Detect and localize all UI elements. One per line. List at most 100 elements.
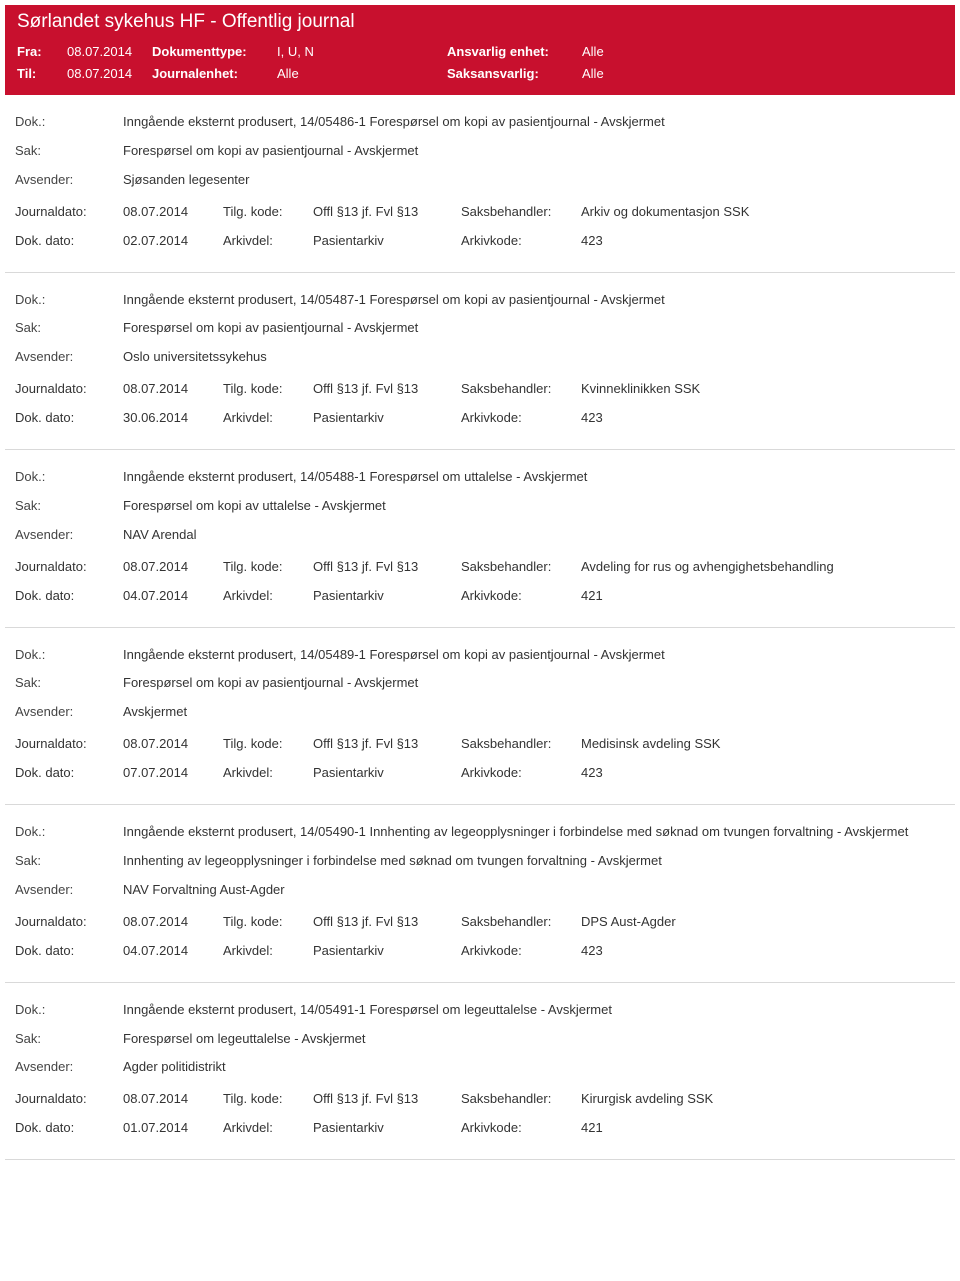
arkivdel-label: Arkivdel: — [223, 943, 313, 958]
saksbehandler-label: Saksbehandler: — [461, 914, 581, 929]
saksbehandler-label: Saksbehandler: — [461, 559, 581, 574]
tilgkode-value: Offl §13 jf. Fvl §13 — [313, 1091, 461, 1106]
journal-entry: Dok.:Inngående eksternt produsert, 14/05… — [5, 805, 955, 983]
saksbehandler-label: Saksbehandler: — [461, 736, 581, 751]
avsender-value: Agder politidistrikt — [123, 1058, 945, 1077]
arkivdel-label: Arkivdel: — [223, 410, 313, 425]
dok-value: Inngående eksternt produsert, 14/05489-1… — [123, 646, 945, 665]
sak-label: Sak: — [15, 497, 123, 516]
dok-value: Inngående eksternt produsert, 14/05487-1… — [123, 291, 945, 310]
meta-row-1: Journaldato:08.07.2014Tilg. kode:Offl §1… — [15, 914, 945, 929]
saksbehandler-label: Saksbehandler: — [461, 381, 581, 396]
avsender-label: Avsender: — [15, 348, 123, 367]
dok-value: Inngående eksternt produsert, 14/05488-1… — [123, 468, 945, 487]
arkivdel-value: Pasientarkiv — [313, 943, 461, 958]
arkivdel-value: Pasientarkiv — [313, 765, 461, 780]
arkivdel-value: Pasientarkiv — [313, 410, 461, 425]
arkivkode-label: Arkivkode: — [461, 943, 581, 958]
arkivkode-label: Arkivkode: — [461, 765, 581, 780]
journaldato-value: 08.07.2014 — [123, 204, 223, 219]
meta-row-2: Dok. dato:07.07.2014Arkivdel:Pasientarki… — [15, 765, 945, 780]
avsender-label: Avsender: — [15, 526, 123, 545]
saksbehandler-label: Saksbehandler: — [461, 204, 581, 219]
dok-label: Dok.: — [15, 1001, 123, 1020]
dokdato-value: 01.07.2014 — [123, 1120, 223, 1135]
saksbehandler-value: Medisinsk avdeling SSK — [581, 736, 945, 751]
dok-label: Dok.: — [15, 468, 123, 487]
tilgkode-label: Tilg. kode: — [223, 736, 313, 751]
journaldato-label: Journaldato: — [15, 914, 123, 929]
sak-label: Sak: — [15, 1030, 123, 1049]
journaldato-label: Journaldato: — [15, 1091, 123, 1106]
page-title: Sørlandet sykehus HF - Offentlig journal — [17, 11, 943, 33]
arkivdel-value: Pasientarkiv — [313, 588, 461, 603]
avsender-value: NAV Forvaltning Aust-Agder — [123, 881, 945, 900]
journaldato-value: 08.07.2014 — [123, 736, 223, 751]
meta-row-2: Dok. dato:04.07.2014Arkivdel:Pasientarki… — [15, 588, 945, 603]
meta-row-2: Dok. dato:04.07.2014Arkivdel:Pasientarki… — [15, 943, 945, 958]
saksbehandler-value: Kirurgisk avdeling SSK — [581, 1091, 945, 1106]
journal-entry: Dok.:Inngående eksternt produsert, 14/05… — [5, 983, 955, 1161]
arkivdel-value: Pasientarkiv — [313, 233, 461, 248]
journaldato-value: 08.07.2014 — [123, 1091, 223, 1106]
sak-value: Forespørsel om kopi av pasientjournal - … — [123, 674, 945, 693]
journal-entry: Dok.:Inngående eksternt produsert, 14/05… — [5, 273, 955, 451]
doktype-label: Dokumenttype: — [152, 41, 277, 63]
arkivkode-value: 421 — [581, 1120, 945, 1135]
saksbehandler-label: Saksbehandler: — [461, 1091, 581, 1106]
meta-row-1: Journaldato:08.07.2014Tilg. kode:Offl §1… — [15, 204, 945, 219]
journalenhet-label: Journalenhet: — [152, 63, 277, 85]
journaldato-value: 08.07.2014 — [123, 559, 223, 574]
dok-value: Inngående eksternt produsert, 14/05486-1… — [123, 113, 945, 132]
sak-value: Forespørsel om kopi av uttalelse - Avskj… — [123, 497, 945, 516]
arkivdel-label: Arkivdel: — [223, 1120, 313, 1135]
til-value: 08.07.2014 — [67, 63, 152, 85]
dok-label: Dok.: — [15, 291, 123, 310]
saksbehandler-value: Avdeling for rus og avhengighetsbehandli… — [581, 559, 945, 574]
ansvarlig-enhet-label: Ansvarlig enhet: — [447, 41, 582, 63]
avsender-value: Avskjermet — [123, 703, 945, 722]
journaldato-value: 08.07.2014 — [123, 381, 223, 396]
dokdato-label: Dok. dato: — [15, 943, 123, 958]
meta-row-2: Dok. dato:02.07.2014Arkivdel:Pasientarki… — [15, 233, 945, 248]
avsender-label: Avsender: — [15, 703, 123, 722]
header-row-2: Til: 08.07.2014 Journalenhet: Alle Saksa… — [17, 63, 943, 85]
journaldato-label: Journaldato: — [15, 381, 123, 396]
journal-entry: Dok.:Inngående eksternt produsert, 14/05… — [5, 95, 955, 273]
saksbehandler-value: DPS Aust-Agder — [581, 914, 945, 929]
arkivkode-label: Arkivkode: — [461, 588, 581, 603]
sak-label: Sak: — [15, 674, 123, 693]
doktype-value: I, U, N — [277, 41, 447, 63]
tilgkode-label: Tilg. kode: — [223, 204, 313, 219]
header-row-1: Fra: 08.07.2014 Dokumenttype: I, U, N An… — [17, 41, 943, 63]
meta-row-1: Journaldato:08.07.2014Tilg. kode:Offl §1… — [15, 736, 945, 751]
dok-label: Dok.: — [15, 646, 123, 665]
meta-row-2: Dok. dato:30.06.2014Arkivdel:Pasientarki… — [15, 410, 945, 425]
arkivdel-label: Arkivdel: — [223, 588, 313, 603]
arkivkode-label: Arkivkode: — [461, 410, 581, 425]
saksansvarlig-label: Saksansvarlig: — [447, 63, 582, 85]
dokdato-value: 02.07.2014 — [123, 233, 223, 248]
dokdato-value: 07.07.2014 — [123, 765, 223, 780]
saksbehandler-value: Arkiv og dokumentasjon SSK — [581, 204, 945, 219]
tilgkode-label: Tilg. kode: — [223, 381, 313, 396]
meta-row-2: Dok. dato:01.07.2014Arkivdel:Pasientarki… — [15, 1120, 945, 1135]
tilgkode-label: Tilg. kode: — [223, 1091, 313, 1106]
journaldato-value: 08.07.2014 — [123, 914, 223, 929]
tilgkode-value: Offl §13 jf. Fvl §13 — [313, 736, 461, 751]
journaldato-label: Journaldato: — [15, 736, 123, 751]
meta-row-1: Journaldato:08.07.2014Tilg. kode:Offl §1… — [15, 381, 945, 396]
dokdato-label: Dok. dato: — [15, 410, 123, 425]
sak-value: Forespørsel om kopi av pasientjournal - … — [123, 142, 945, 161]
page-header: Sørlandet sykehus HF - Offentlig journal… — [5, 5, 955, 95]
arkivkode-value: 423 — [581, 233, 945, 248]
dok-value: Inngående eksternt produsert, 14/05490-1… — [123, 823, 945, 842]
arkivdel-label: Arkivdel: — [223, 765, 313, 780]
avsender-value: Sjøsanden legesenter — [123, 171, 945, 190]
meta-row-1: Journaldato:08.07.2014Tilg. kode:Offl §1… — [15, 559, 945, 574]
arkivdel-label: Arkivdel: — [223, 233, 313, 248]
dok-label: Dok.: — [15, 113, 123, 132]
ansvarlig-enhet-value: Alle — [582, 41, 662, 63]
fra-value: 08.07.2014 — [67, 41, 152, 63]
sak-label: Sak: — [15, 319, 123, 338]
